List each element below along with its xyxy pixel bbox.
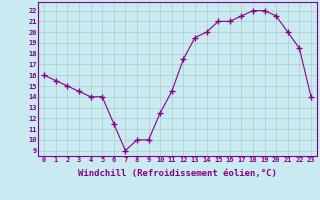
X-axis label: Windchill (Refroidissement éolien,°C): Windchill (Refroidissement éolien,°C) [78,169,277,178]
